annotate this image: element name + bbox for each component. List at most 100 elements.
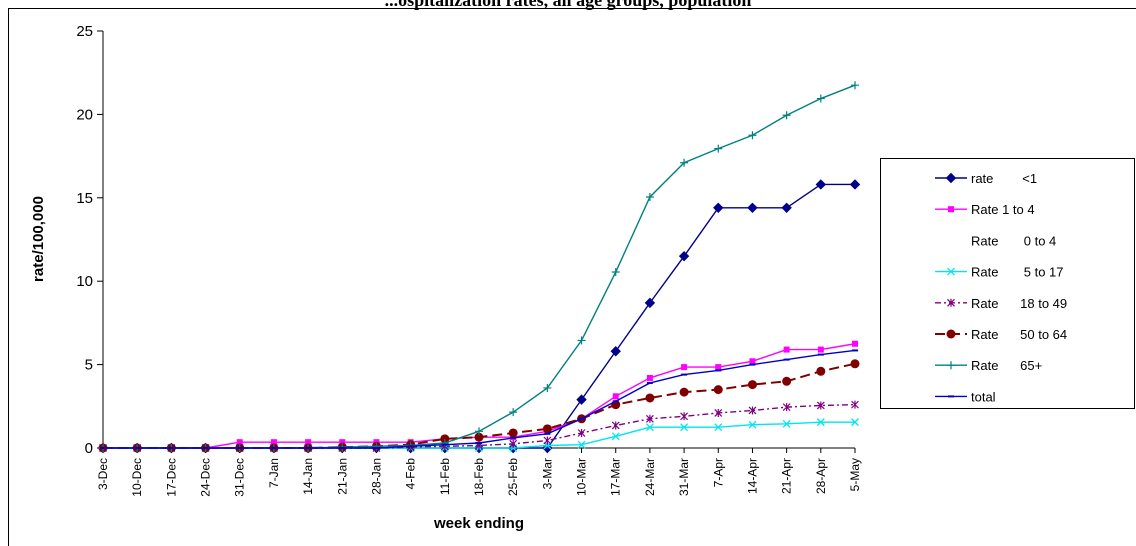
data-point: [645, 414, 654, 423]
data-point: [236, 439, 243, 446]
x-tick-label: 14-Jan: [301, 458, 315, 495]
legend-label: rate <1: [971, 171, 1037, 186]
data-point: [645, 192, 654, 201]
y-tick-label: 10: [76, 273, 93, 290]
data-point: [749, 358, 756, 365]
x-tick-label: 7-Jan: [267, 458, 281, 488]
legend-label: Rate 5 to 17: [971, 265, 1064, 280]
data-point: [713, 202, 724, 214]
data-point: [305, 439, 312, 446]
data-point: [678, 250, 690, 262]
legend-label: total: [971, 389, 996, 404]
legend-item: Rate 1 to 4: [935, 202, 1035, 217]
x-tick-label: 17-Mar: [609, 458, 623, 496]
data-point: [543, 383, 552, 392]
data-point: [816, 94, 825, 103]
data-point: [849, 179, 861, 190]
data-point: [474, 432, 484, 442]
data-point: [270, 439, 277, 446]
data-point: [715, 364, 722, 371]
data-point: [475, 427, 483, 436]
data-point: [644, 297, 656, 309]
data-point: [509, 439, 518, 448]
data-point: [850, 359, 860, 369]
x-tick-label: 3-Mar: [540, 458, 554, 489]
x-tick-label: 7-Apr: [711, 458, 725, 487]
series-line: [103, 84, 856, 449]
legend-item: Rate 18 to 49: [935, 296, 1067, 311]
data-point: [680, 158, 689, 167]
data-point: [543, 436, 552, 445]
x-tick-label: 18-Feb: [472, 458, 486, 496]
legend-label: Rate 1 to 4: [971, 202, 1035, 217]
x-tick-label: 10-Dec: [130, 458, 144, 497]
x-tick-label: 28-Apr: [814, 458, 828, 494]
y-tick-label: 5: [85, 357, 93, 374]
data-point: [509, 408, 518, 417]
data-point: [782, 376, 792, 386]
legend-swatch-marker: [947, 267, 955, 276]
legend-swatch-marker: [946, 329, 956, 339]
data-point: [851, 400, 859, 409]
data-point: [748, 420, 757, 429]
y-axis-title: rate/100,000: [30, 196, 47, 282]
data-point: [645, 393, 655, 403]
data-point: [611, 432, 620, 441]
x-tick-label: 17-Dec: [164, 458, 178, 497]
data-point: [576, 394, 587, 405]
data-point: [440, 434, 450, 444]
data-point: [816, 401, 825, 410]
x-tick-label: 11-Feb: [438, 458, 452, 495]
y-tick-label: 15: [76, 190, 93, 207]
data-point: [851, 418, 859, 427]
legend-swatch-marker: [948, 206, 954, 213]
legend-label: Rate 0 to 4: [971, 233, 1056, 248]
series-4: [99, 400, 859, 452]
data-point: [714, 423, 723, 432]
data-point: [339, 439, 346, 446]
data-point: [680, 412, 689, 421]
x-tick-label: 31-Dec: [233, 458, 247, 497]
legend-item: total: [935, 389, 996, 404]
data-point: [714, 144, 723, 153]
data-point: [577, 336, 586, 345]
data-point: [646, 374, 653, 381]
legend-item: Rate 65+: [935, 358, 1042, 373]
x-tick-label: 10-Mar: [575, 458, 589, 496]
series-5: [98, 359, 860, 453]
legend-item: Rate 5 to 17: [935, 265, 1064, 280]
data-point: [817, 346, 824, 353]
x-tick-label: 28-Jan: [369, 458, 383, 495]
data-point: [815, 179, 827, 190]
legend-item: Rate 50 to 64: [935, 327, 1067, 342]
x-tick-label: 24-Dec: [199, 458, 213, 497]
data-point: [611, 421, 620, 430]
data-point: [610, 346, 621, 357]
x-tick-label: 21-Jan: [335, 458, 349, 495]
legend-label: Rate 50 to 64: [971, 327, 1067, 342]
data-point: [816, 366, 826, 376]
data-point: [713, 385, 723, 395]
legend-label: Rate 18 to 49: [971, 296, 1067, 311]
data-point: [747, 202, 758, 214]
y-tick-label: 25: [76, 23, 93, 40]
x-axis-title: week ending: [433, 515, 524, 532]
legend-box: [880, 158, 1135, 409]
y-tick-label: 20: [76, 106, 93, 123]
x-tick-label: 3-Dec: [96, 458, 110, 490]
x-tick-label: 4-Feb: [404, 458, 418, 490]
data-point: [681, 364, 688, 371]
data-point: [577, 428, 586, 437]
data-point: [782, 403, 791, 412]
series-7: [100, 349, 858, 449]
x-tick-label: 5-May: [848, 458, 862, 491]
data-point: [851, 81, 859, 90]
chart-title: ...ospitalization rates, all age groups,…: [385, 0, 752, 10]
x-tick-label: 31-Mar: [677, 458, 691, 496]
data-point: [679, 387, 689, 397]
x-tick-label: 25-Feb: [506, 458, 520, 496]
series-line: [103, 183, 855, 449]
data-point: [748, 406, 757, 415]
data-point: [611, 268, 620, 277]
